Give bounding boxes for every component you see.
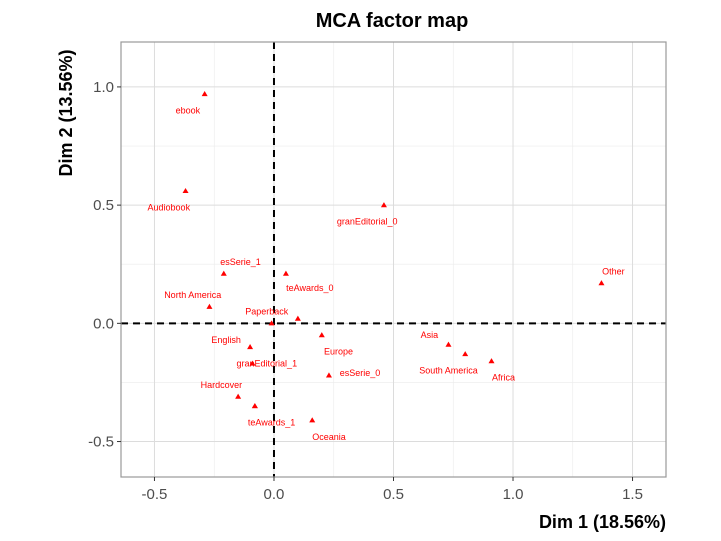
point-marker bbox=[488, 358, 495, 364]
x-axis-ticks: -0.5 0.0 0.5 1.0 1.5 bbox=[142, 477, 643, 503]
point-marker bbox=[309, 417, 316, 423]
point-marker bbox=[206, 303, 213, 309]
y-tick-label: 0.0 bbox=[93, 315, 114, 332]
point-marker bbox=[220, 270, 227, 276]
point-marker bbox=[318, 332, 325, 338]
x-tick-label: -0.5 bbox=[142, 486, 168, 503]
point-label: Audiobook bbox=[148, 202, 191, 212]
point-marker bbox=[201, 91, 208, 97]
point-label: teAwards_1 bbox=[248, 418, 295, 428]
point-label: ebook bbox=[176, 106, 201, 116]
point-label: Paperback bbox=[245, 307, 289, 317]
point-labels: ebook Audiobook granEditorial_0 esSerie_1te… bbox=[148, 106, 625, 442]
point-label: esSerie_0 bbox=[340, 368, 381, 378]
point-marker bbox=[294, 315, 301, 321]
point-marker bbox=[251, 403, 258, 409]
point-label: Other bbox=[602, 266, 625, 276]
point-label: Hardcover bbox=[201, 380, 243, 390]
point-label: teAwards_0 bbox=[286, 283, 333, 293]
point-marker bbox=[247, 343, 254, 350]
reference-lines bbox=[121, 42, 666, 477]
point-marker bbox=[268, 320, 275, 326]
y-tick-label: 1.0 bbox=[93, 79, 114, 96]
point-marker bbox=[325, 372, 332, 378]
point-marker bbox=[282, 270, 289, 276]
x-axis-title: Dim 1 (18.56%) bbox=[539, 512, 666, 532]
x-tick-label: 1.5 bbox=[622, 486, 643, 503]
point-label: North America bbox=[164, 290, 221, 300]
x-tick-label: 0.5 bbox=[383, 486, 404, 503]
point-marker bbox=[182, 187, 189, 194]
point-marker bbox=[598, 280, 605, 286]
point-marker bbox=[249, 360, 256, 366]
x-tick-label: 0.0 bbox=[264, 486, 285, 503]
point-label: Africa bbox=[492, 373, 515, 383]
point-label: South America bbox=[419, 366, 478, 376]
point-marker bbox=[462, 351, 469, 357]
point-marker bbox=[380, 202, 387, 208]
data-points bbox=[182, 91, 605, 423]
point-marker bbox=[445, 341, 452, 347]
point-label: Europe bbox=[324, 347, 353, 357]
point-label: granEditorial_0 bbox=[337, 217, 398, 227]
point-marker bbox=[235, 393, 242, 399]
chart-title: MCA factor map bbox=[316, 10, 469, 32]
point-label: granEditorial_1 bbox=[237, 359, 298, 369]
point-label: Oceania bbox=[312, 432, 346, 442]
y-tick-label: -0.5 bbox=[88, 434, 114, 451]
y-axis-ticks: -0.5 0.0 0.5 1.0 bbox=[88, 79, 121, 451]
point-label: Asia bbox=[421, 330, 439, 340]
point-label: English bbox=[211, 335, 241, 345]
y-axis-title: Dim 2 (13.56%) bbox=[56, 49, 76, 176]
x-tick-label: 1.0 bbox=[503, 486, 524, 503]
point-label: esSerie_1 bbox=[220, 257, 261, 267]
y-tick-label: 0.5 bbox=[93, 197, 114, 214]
